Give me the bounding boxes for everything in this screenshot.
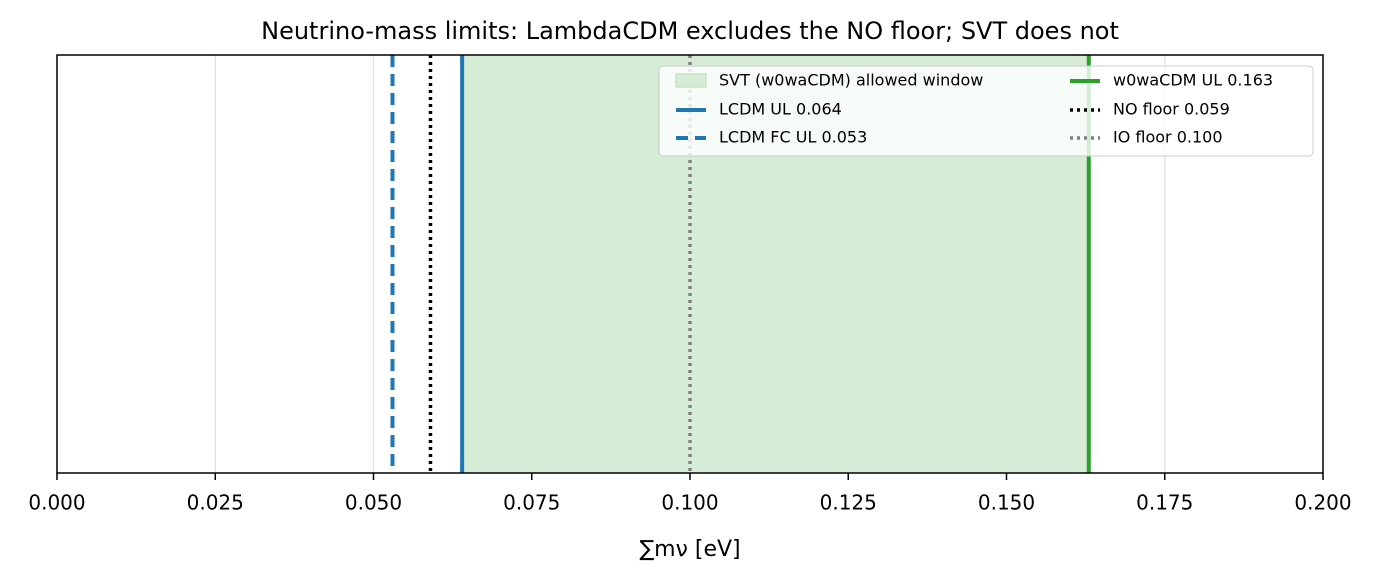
x-tick-label: 0.025	[187, 491, 244, 515]
x-tick-label: 0.175	[1136, 491, 1193, 515]
legend-label: w0waCDM UL 0.163	[1113, 71, 1273, 90]
x-tick-label: 0.075	[503, 491, 560, 515]
legend-label: LCDM FC UL 0.053	[719, 128, 867, 147]
legend-label: LCDM UL 0.064	[719, 100, 842, 119]
x-tick-label: 0.125	[820, 491, 877, 515]
x-tick-label: 0.050	[345, 491, 402, 515]
legend-label: IO floor 0.100	[1113, 128, 1223, 147]
chart-title: Neutrino-mass limits: LambdaCDM excludes…	[261, 17, 1119, 45]
legend-label: SVT (w0waCDM) allowed window	[719, 71, 983, 90]
legend-box	[658, 65, 1314, 157]
x-tick-label: 0.150	[978, 491, 1035, 515]
x-tick-label: 0.200	[1294, 491, 1351, 515]
x-axis-label: ∑mν [eV]	[639, 537, 740, 562]
x-tick-label: 0.100	[661, 491, 718, 515]
x-tick-label: 0.000	[28, 491, 85, 515]
legend-swatch	[675, 73, 707, 88]
legend-label: NO floor 0.059	[1113, 100, 1230, 119]
